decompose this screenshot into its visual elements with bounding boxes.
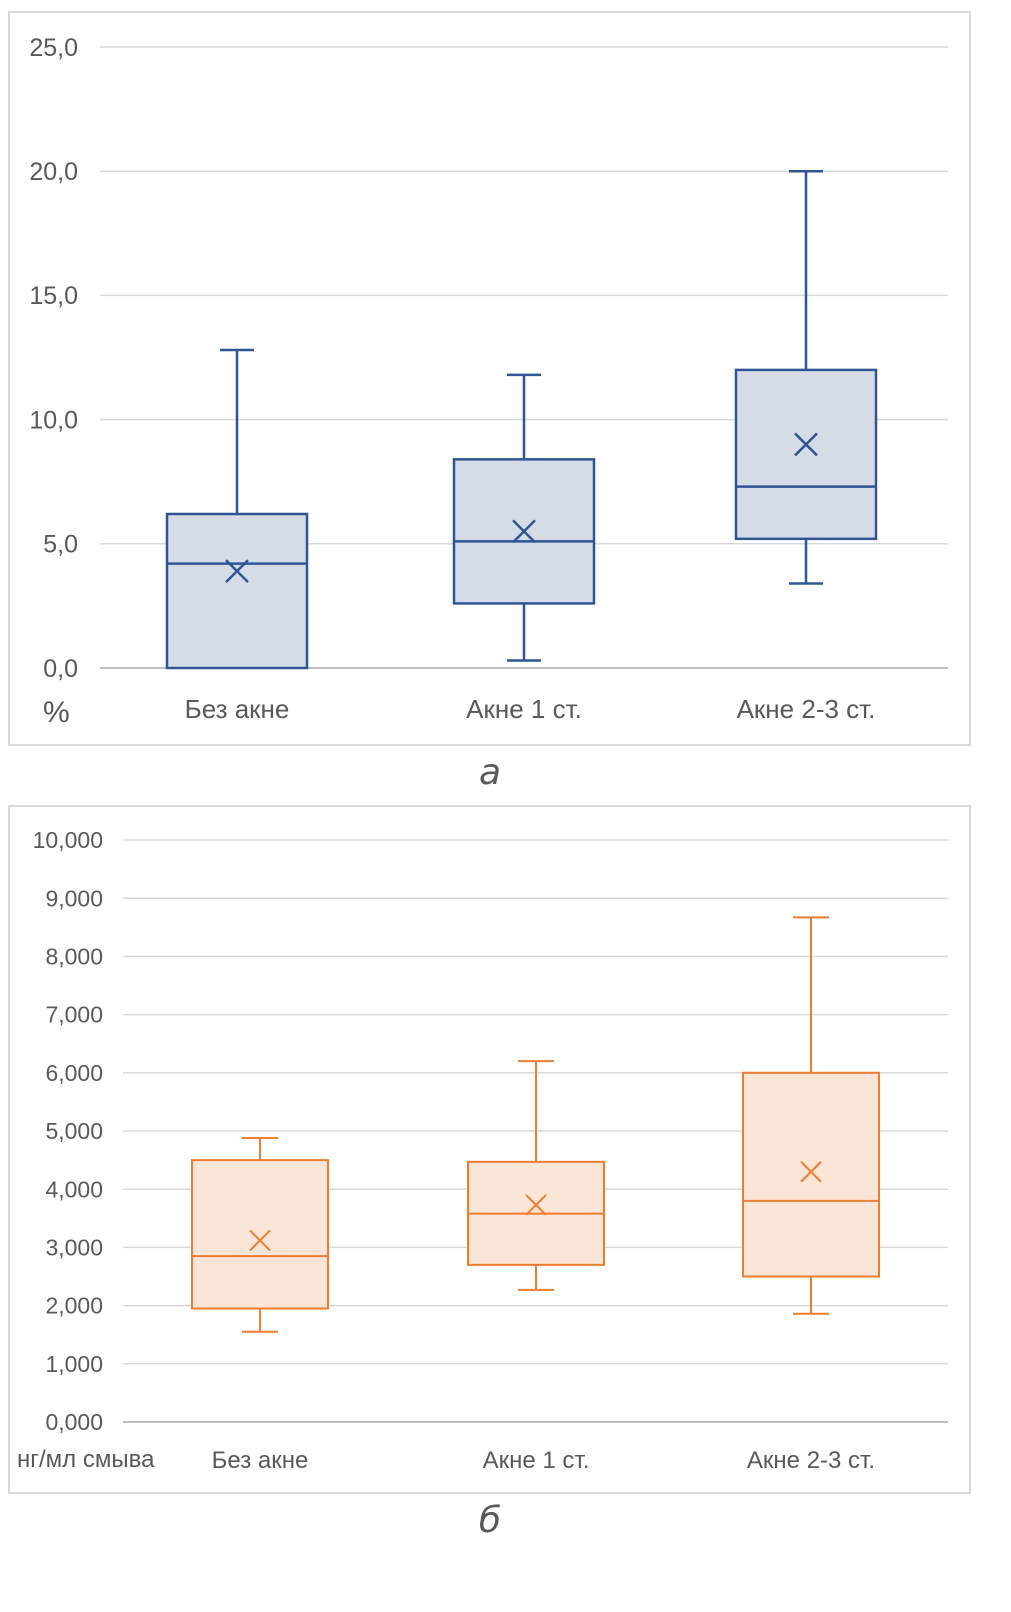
y-tick-label: 8,000: [45, 943, 103, 969]
y-tick-label: 6,000: [45, 1060, 103, 1086]
category-label: Без акне: [185, 694, 290, 724]
box-iqr: [191, 1159, 329, 1310]
box-3: [742, 916, 880, 1315]
mean-marker: [249, 1229, 271, 1252]
y-tick-label: 1,000: [45, 1351, 103, 1377]
y-tick-label: 9,000: [45, 885, 103, 911]
unit-label: %: [43, 696, 70, 729]
category-label: Акне 2-3 ст.: [747, 1447, 875, 1474]
category-label: Без акне: [212, 1447, 309, 1474]
unit-label: нг/мл смыва: [17, 1446, 155, 1473]
mean-marker: [225, 559, 249, 584]
box-iqr: [734, 368, 878, 541]
box-iqr: [165, 512, 309, 670]
box-iqr: [742, 1071, 880, 1278]
y-tick-label: 0,0: [43, 655, 78, 683]
mean-marker: [800, 1161, 822, 1183]
mean-marker: [794, 432, 818, 457]
box-1: [191, 1136, 329, 1333]
y-tick-label: 2,000: [45, 1293, 103, 1319]
box-3: [734, 169, 878, 585]
y-tick-label: 0,000: [45, 1409, 103, 1435]
y-tick-label: 10,0: [29, 406, 78, 434]
mean-marker: [525, 1194, 547, 1216]
y-tick-label: 5,0: [43, 531, 78, 559]
y-tick-label: 3,000: [45, 1234, 103, 1260]
category-label: Акне 1 ст.: [483, 1447, 590, 1474]
chart-b: 0,000 1,000 2,000 3,000 4,000 5,000 6,000 7,000…: [17, 827, 948, 1474]
mean-marker: [512, 519, 536, 544]
box-2: [452, 373, 596, 662]
y-tick-label: 5,000: [45, 1118, 103, 1144]
box-2: [467, 1060, 605, 1291]
chart-a: 0,0 5,0 10,0 15,0 20,0 25,0% Без акне Акне 1 ст…: [29, 34, 948, 729]
y-tick-label: 15,0: [29, 282, 78, 310]
y-tick-label: 20,0: [29, 158, 78, 186]
category-label: Акне 2-3 ст.: [737, 694, 876, 724]
caption-a: а: [478, 752, 502, 793]
y-tick-label: 25,0: [29, 34, 78, 62]
box-1: [165, 348, 309, 670]
caption-b: б: [478, 1500, 502, 1541]
y-tick-label: 10,000: [33, 827, 103, 853]
category-label: Акне 1 ст.: [466, 694, 582, 724]
y-tick-label: 7,000: [45, 1002, 103, 1028]
y-tick-label: 4,000: [45, 1176, 103, 1202]
